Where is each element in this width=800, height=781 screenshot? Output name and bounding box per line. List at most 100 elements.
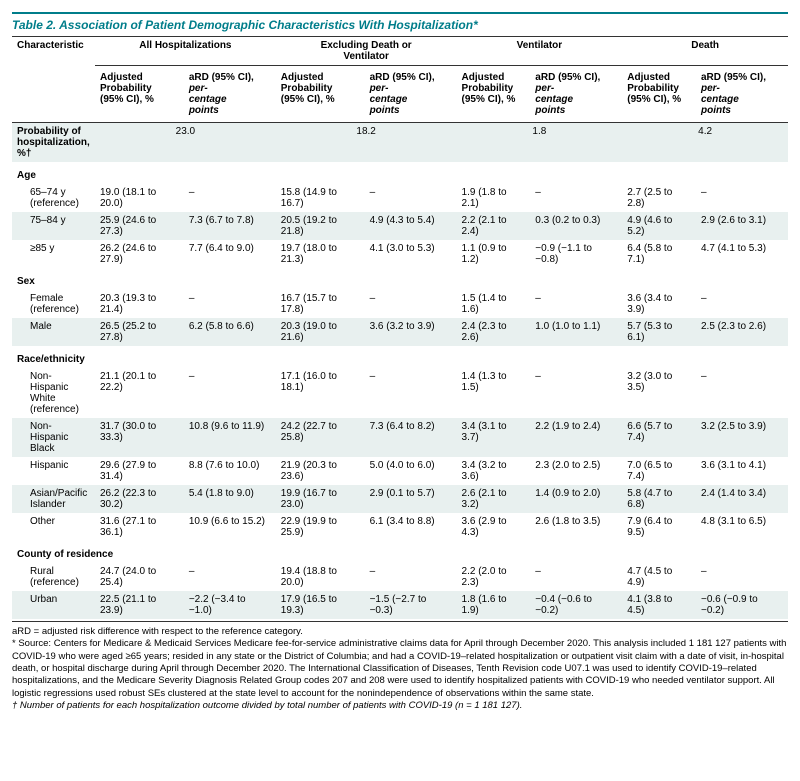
table-cell: 17.1 (16.0 to 18.1) [276, 368, 365, 418]
prob-value-3: 4.2 [622, 123, 788, 163]
table-cell: −1.5 (−2.7 to −0.3) [365, 591, 457, 619]
table-cell: 7.0 (6.5 to 7.4) [622, 457, 696, 485]
table-cell: 1.4 (1.3 to 1.5) [457, 368, 531, 418]
row-label: Non-HispanicWhite(reference) [12, 368, 95, 418]
table-cell: 4.9 (4.6 to 5.2) [622, 212, 696, 240]
footnote-def: aRD = adjusted risk difference with resp… [12, 626, 788, 638]
table-cell: 2.2 (2.1 to 2.4) [457, 212, 531, 240]
table-cell: 3.6 (3.1 to 4.1) [696, 457, 788, 485]
table-cell: – [184, 563, 276, 591]
table-cell: 25.9 (24.6 to 27.3) [95, 212, 184, 240]
col-outcome-1: Excluding Death orVentilator [276, 37, 457, 66]
row-label: Male [12, 318, 95, 346]
table-cell: – [530, 368, 622, 418]
table-cell: 20.3 (19.0 to 21.6) [276, 318, 365, 346]
sub-ard-2: aRD (95% CI), per-centagepoints [530, 66, 622, 123]
section-age: Age [12, 162, 788, 184]
table-cell: 15.8 (14.9 to 16.7) [276, 184, 365, 212]
table-cell: 26.2 (22.3 to 30.2) [95, 485, 184, 513]
row-label: Asian/PacificIslander [12, 485, 95, 513]
table-cell: 29.6 (27.9 to 31.4) [95, 457, 184, 485]
table-cell: 31.7 (30.0 to 33.3) [95, 418, 184, 457]
table-cell: 5.7 (5.3 to 6.1) [622, 318, 696, 346]
table-cell: 19.0 (18.1 to 20.0) [95, 184, 184, 212]
table-cell: 3.6 (3.4 to 3.9) [622, 290, 696, 318]
table-cell: −2.2 (−3.4 to −1.0) [184, 591, 276, 619]
table-cell: – [530, 290, 622, 318]
table-cell: 6.2 (5.8 to 6.6) [184, 318, 276, 346]
prob-value-2: 1.8 [457, 123, 623, 163]
table-cell: 5.8 (4.7 to 6.8) [622, 485, 696, 513]
table-cell: 3.6 (3.2 to 3.9) [365, 318, 457, 346]
section-race-ethnicity: Race/ethnicity [12, 346, 788, 368]
table-cell: – [696, 563, 788, 591]
table-cell: 2.9 (0.1 to 5.7) [365, 485, 457, 513]
footnotes: aRD = adjusted risk difference with resp… [12, 621, 788, 712]
table-cell: 2.4 (2.3 to 2.6) [457, 318, 531, 346]
table-cell: 10.8 (9.6 to 11.9) [184, 418, 276, 457]
table-cell: 19.7 (18.0 to 21.3) [276, 240, 365, 268]
table-cell: 2.6 (1.8 to 3.5) [530, 513, 622, 541]
table-cell: 10.9 (6.6 to 15.2) [184, 513, 276, 541]
table-cell: 19.9 (16.7 to 23.0) [276, 485, 365, 513]
prob-value-1: 18.2 [276, 123, 457, 163]
table-cell: 2.7 (2.5 to 2.8) [622, 184, 696, 212]
table-cell: 1.0 (1.0 to 1.1) [530, 318, 622, 346]
sub-ard-0: aRD (95% CI), per-centagepoints [184, 66, 276, 123]
table-title: Table 2. Association of Patient Demograp… [12, 12, 788, 37]
table-cell: 1.8 (1.6 to 1.9) [457, 591, 531, 619]
table-cell: 2.3 (2.0 to 2.5) [530, 457, 622, 485]
table-cell: 7.7 (6.4 to 9.0) [184, 240, 276, 268]
table-cell: 1.9 (1.8 to 2.1) [457, 184, 531, 212]
data-table: Characteristic All Hospitalizations Excl… [12, 37, 788, 619]
sub-ard-1: aRD (95% CI), per-centagepoints [365, 66, 457, 123]
table-cell: – [530, 563, 622, 591]
row-label: Urban [12, 591, 95, 619]
table-cell: 2.2 (2.0 to 2.3) [457, 563, 531, 591]
row-label: Female(reference) [12, 290, 95, 318]
row-label: ≥85 y [12, 240, 95, 268]
table-cell: 26.2 (24.6 to 27.9) [95, 240, 184, 268]
table-cell: 2.5 (2.3 to 2.6) [696, 318, 788, 346]
table-cell: 3.6 (2.9 to 4.3) [457, 513, 531, 541]
table-cell: 20.3 (19.3 to 21.4) [95, 290, 184, 318]
row-label: Rural(reference) [12, 563, 95, 591]
table-cell: – [184, 184, 276, 212]
table-cell: 3.4 (3.1 to 3.7) [457, 418, 531, 457]
table-cell: 2.9 (2.6 to 3.1) [696, 212, 788, 240]
row-label: 65–74 y(reference) [12, 184, 95, 212]
table-cell: 31.6 (27.1 to 36.1) [95, 513, 184, 541]
table-cell: 1.1 (0.9 to 1.2) [457, 240, 531, 268]
footnote-dagger: † Number of patients for each hospitaliz… [12, 700, 788, 712]
footnote-star: * Source: Centers for Medicare & Medicai… [12, 638, 788, 700]
table-cell: 26.5 (25.2 to 27.8) [95, 318, 184, 346]
col-outcome-0: All Hospitalizations [95, 37, 276, 66]
table-cell: 4.1 (3.8 to 4.5) [622, 591, 696, 619]
table-cell: – [184, 368, 276, 418]
table-cell: 4.7 (4.1 to 5.3) [696, 240, 788, 268]
table-cell: 1.4 (0.9 to 2.0) [530, 485, 622, 513]
table-cell: 7.3 (6.7 to 7.8) [184, 212, 276, 240]
col-outcome-2: Ventilator [457, 37, 623, 66]
table-cell: 22.5 (21.1 to 23.9) [95, 591, 184, 619]
table-cell: 4.8 (3.1 to 6.5) [696, 513, 788, 541]
table-cell: – [530, 184, 622, 212]
table-cell: – [696, 368, 788, 418]
row-label: Other [12, 513, 95, 541]
prob-label: Probability ofhospitalization,%† [12, 123, 95, 163]
table-cell: 24.7 (24.0 to 25.4) [95, 563, 184, 591]
col-outcome-3: Death [622, 37, 788, 66]
table-cell: 4.9 (4.3 to 5.4) [365, 212, 457, 240]
col-characteristic: Characteristic [12, 37, 95, 123]
section-county-of-residence: County of residence [12, 541, 788, 563]
table-cell: 19.4 (18.8 to 20.0) [276, 563, 365, 591]
row-label: Hispanic [12, 457, 95, 485]
table-cell: – [365, 563, 457, 591]
table-cell: 3.2 (3.0 to 3.5) [622, 368, 696, 418]
row-label: 75–84 y [12, 212, 95, 240]
table-cell: 4.1 (3.0 to 5.3) [365, 240, 457, 268]
sub-adj-1: AdjustedProbability(95% CI), % [276, 66, 365, 123]
section-sex: Sex [12, 268, 788, 290]
table-cell: 16.7 (15.7 to 17.8) [276, 290, 365, 318]
table-cell: −0.4 (−0.6 to −0.2) [530, 591, 622, 619]
